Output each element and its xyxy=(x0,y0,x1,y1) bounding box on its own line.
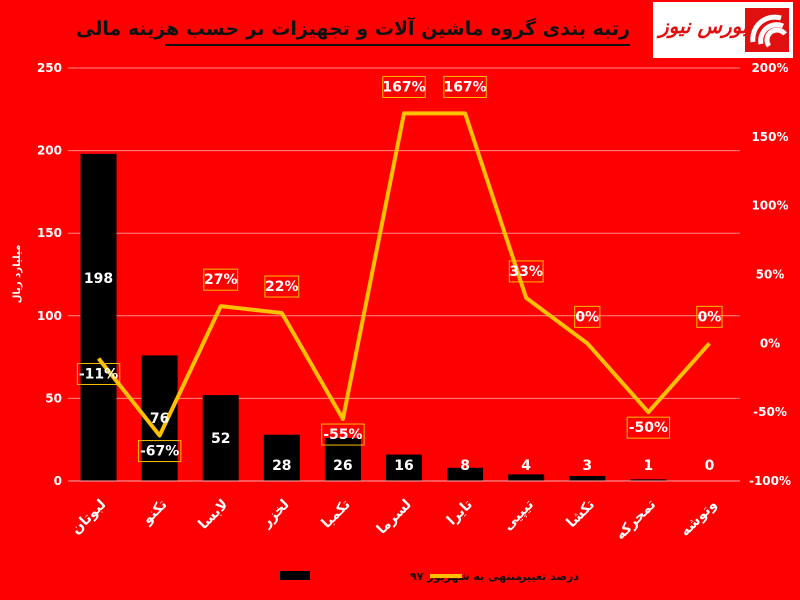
line-label-box xyxy=(76,362,121,385)
x-category-label: لبوتان xyxy=(68,497,109,538)
line-label-box xyxy=(626,416,671,439)
x-category-label: تکنو xyxy=(139,497,171,529)
bar-data-label: 28 xyxy=(272,458,291,474)
bar-data-label: 0 xyxy=(705,458,715,474)
x-category-label: لسرما xyxy=(374,497,415,538)
line-data-label: 33% xyxy=(509,264,543,280)
y2-tick-label: 150% xyxy=(751,130,788,144)
x-category-label: لابسا xyxy=(195,497,231,533)
line-label-box xyxy=(443,75,487,98)
bar-data-label: 1 xyxy=(643,458,653,474)
x-category-label: تکمبا xyxy=(319,497,354,532)
bar-data-label: 198 xyxy=(84,271,113,287)
y2-tick-label: -100% xyxy=(749,474,791,488)
line-label-box xyxy=(696,305,723,328)
line-label-box xyxy=(321,423,365,446)
chart-title: رتبه بندی گروه ماشین آلات و تجهیزات بر ح… xyxy=(76,18,630,40)
bar xyxy=(447,467,484,481)
logo-text: بورس نیوز xyxy=(659,14,748,38)
y-tick-label: 100 xyxy=(37,309,62,323)
line-data-label: 0% xyxy=(698,309,722,325)
line-label-box xyxy=(203,268,239,291)
legend-bar-swatch xyxy=(280,571,310,580)
line-data-label: -67% xyxy=(140,444,179,460)
bar-data-label: 26 xyxy=(333,458,352,474)
line-data-label: 167% xyxy=(382,79,425,95)
line-label-box xyxy=(508,260,544,283)
x-category-label: تیپیی xyxy=(500,497,537,534)
y-tick-label: 150 xyxy=(37,226,62,240)
bar xyxy=(630,479,667,481)
y2-tick-label: 0% xyxy=(760,336,780,350)
y2-tick-label: -50% xyxy=(753,405,787,419)
bar xyxy=(386,454,422,481)
line-label-box xyxy=(264,275,300,298)
bar-data-label: 76 xyxy=(150,411,169,427)
y2-tick-label: 200% xyxy=(751,61,788,75)
legend-line-label: درصد تغییر xyxy=(519,570,579,583)
logo-mark-icon xyxy=(745,8,789,52)
bar xyxy=(508,474,545,481)
bar xyxy=(263,434,300,481)
line-data-label: 167% xyxy=(443,79,486,95)
line-data-label: 0% xyxy=(575,309,599,325)
line-label-box xyxy=(574,305,601,328)
line-data-label: 22% xyxy=(265,279,299,295)
title-underline xyxy=(165,44,630,46)
bar-data-label: 3 xyxy=(582,458,592,474)
bar-data-label: 8 xyxy=(460,458,470,474)
y-tick-label: 0 xyxy=(54,474,62,488)
x-category-label: تایرا xyxy=(444,497,476,529)
bar-data-label: 16 xyxy=(394,458,413,474)
x-category-label: لخزر xyxy=(258,497,293,532)
x-category-label: تکشا xyxy=(564,497,599,532)
brand-logo: بورس نیوز xyxy=(653,2,793,58)
y2-tick-label: 100% xyxy=(751,199,788,213)
bar xyxy=(202,395,239,481)
y-tick-label: 200 xyxy=(37,144,62,158)
y2-tick-label: 50% xyxy=(756,268,785,282)
series-line xyxy=(96,111,711,438)
line-data-label: -50% xyxy=(629,420,668,436)
line-data-label: -11% xyxy=(79,366,118,382)
line-data-label: -55% xyxy=(323,427,362,443)
y-tick-label: 250 xyxy=(37,61,62,75)
x-category-label: وتوشه xyxy=(677,497,720,540)
bar-data-label: 4 xyxy=(521,458,531,474)
y-axis-label: میلیارد ریال xyxy=(12,245,23,304)
line-label-box xyxy=(382,75,426,98)
line-data-label: 27% xyxy=(204,272,238,288)
x-category-label: تمحرکه xyxy=(612,497,659,544)
line-label-box xyxy=(137,440,182,463)
legend-bar-label: منتهی به شهریور ۹۷ xyxy=(410,570,522,583)
bar-data-label: 52 xyxy=(211,431,230,447)
bar xyxy=(569,476,606,481)
bar xyxy=(80,153,117,482)
y-tick-label: 50 xyxy=(45,391,62,405)
